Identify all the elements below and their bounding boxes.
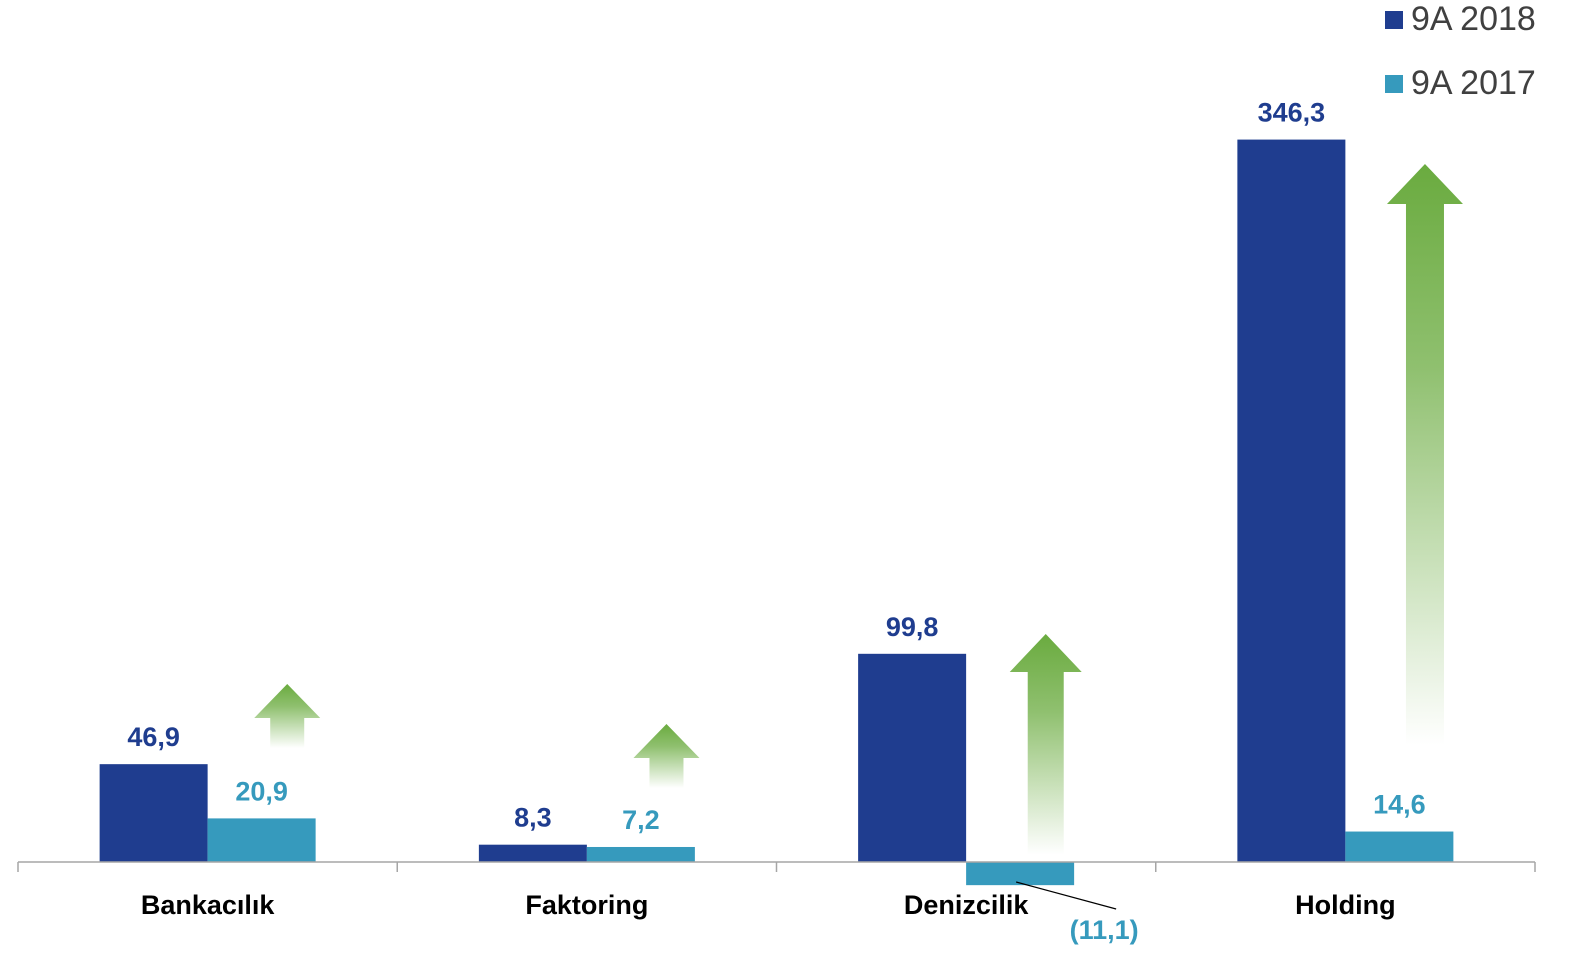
leader-line-denizcilik: [1015, 881, 1117, 910]
bar-9a-2018-bankacilik: [99, 764, 208, 862]
bars: [99, 139, 1454, 886]
category-label-faktoring: Faktoring: [525, 890, 648, 920]
data-label-9a-2018-holding: 346,3: [1258, 98, 1326, 128]
data-label-9a-2017-bankacilik: 20,9: [235, 776, 288, 806]
legend-swatch-9a-2018: [1385, 10, 1403, 29]
legend-swatch-9a-2017: [1385, 74, 1403, 93]
bar-9a-2018-holding: [1237, 139, 1346, 863]
bar-9a-2018-faktoring: [478, 844, 587, 862]
legend-item-9a-2017: 9A 2017: [1385, 64, 1536, 103]
bar-9a-2017-holding: [1345, 831, 1454, 862]
category-label-denizcilik: Denizcilik: [904, 890, 1030, 920]
increase-arrow-holding: [1386, 164, 1463, 745]
x-axis: [17, 861, 1536, 872]
bar-9a-2017-bankacilik: [207, 818, 316, 862]
data-label-9a-2017-faktoring: 7,2: [622, 805, 660, 835]
increase-arrow-bankacilik: [254, 684, 321, 748]
legend-item-9a-2018: 9A 2018: [1385, 0, 1536, 39]
data-label-9a-2018-denizcilik: 99,8: [886, 612, 939, 642]
legend-label-9a-2018: 9A 2018: [1411, 0, 1536, 38]
category-label-bankacilik: Bankacılık: [141, 890, 276, 920]
increase-arrow-faktoring: [633, 724, 700, 788]
increase-arrow-denizcilik: [1009, 634, 1082, 855]
legend-label-9a-2017: 9A 2017: [1411, 64, 1536, 102]
category-label-holding: Holding: [1295, 890, 1395, 920]
data-label-9a-2018-faktoring: 8,3: [514, 803, 552, 833]
increase-arrows: [254, 164, 1463, 855]
bar-9a-2017-faktoring: [586, 846, 695, 862]
data-labels: 46,9 20,9 8,3 7,2 99,8 (11,1) 346,3 14,6: [127, 98, 1425, 945]
category-labels: Bankacılık Faktoring Denizcilik Holding: [141, 890, 1396, 920]
data-label-9a-2017-denizcilik: (11,1): [1070, 915, 1139, 945]
bar-9a-2018-denizcilik: [858, 653, 967, 862]
bar-9a-2017-denizcilik: [966, 862, 1075, 886]
data-label-9a-2018-bankacilik: 46,9: [127, 722, 180, 752]
data-label-9a-2017-holding: 14,6: [1373, 790, 1426, 820]
